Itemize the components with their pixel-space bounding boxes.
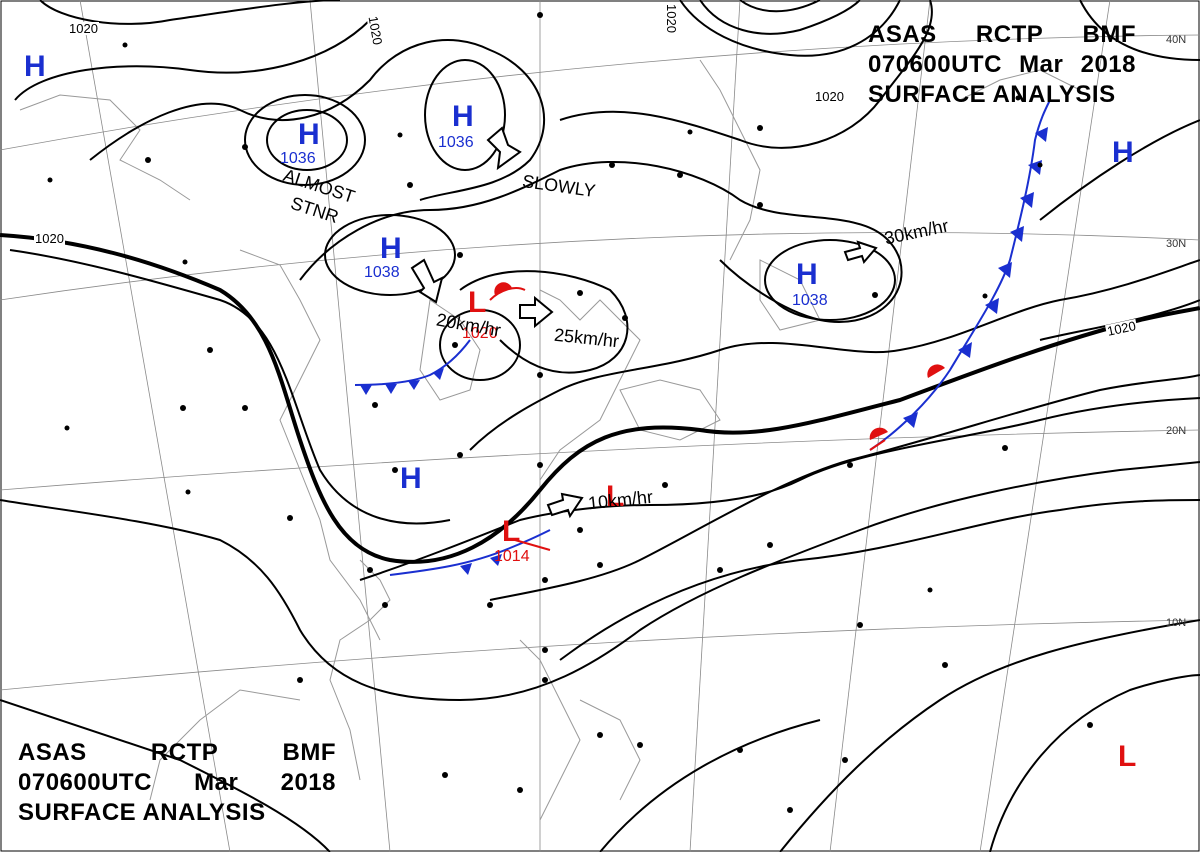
header-bottom-title: SURFACE ANALYSIS bbox=[18, 799, 266, 826]
station-plots bbox=[47, 12, 1093, 813]
warm-front-east bbox=[869, 364, 945, 451]
isobar bbox=[559, 499, 1200, 661]
isobar bbox=[266, 109, 348, 171]
movement-arrows bbox=[410, 126, 878, 519]
isobar bbox=[679, 0, 901, 57]
latitude-label: 30N bbox=[1166, 238, 1187, 250]
header-top-agency: ASAS bbox=[868, 21, 937, 48]
low-pressure-symbol: L bbox=[1118, 740, 1137, 773]
isobar bbox=[739, 0, 821, 13]
warm-front-central bbox=[489, 282, 526, 301]
header-bottom: ASAS RCTP BMF 070600UTC Mar 2018 SURFACE… bbox=[18, 738, 336, 828]
header-top-station: RCTP bbox=[975, 21, 1044, 48]
high-pressure-symbol: H bbox=[380, 232, 402, 265]
header-top-code: BMF bbox=[1082, 21, 1136, 48]
cold-front-west bbox=[354, 339, 471, 395]
isobar bbox=[469, 259, 1200, 451]
isobar bbox=[39, 0, 341, 25]
isobar bbox=[559, 0, 933, 149]
latitude-label: 10N bbox=[1166, 617, 1187, 629]
high-pressure-symbol: H bbox=[1112, 136, 1134, 169]
isobar-label: 1020 bbox=[814, 89, 845, 104]
isobar-label: 1020 bbox=[34, 231, 65, 246]
isobar-1020 bbox=[0, 233, 1200, 564]
low-pressure-value: 1020 bbox=[462, 325, 498, 342]
isobar bbox=[0, 461, 1200, 702]
header-top-title: SURFACE ANALYSIS bbox=[868, 81, 1116, 108]
isobar bbox=[779, 619, 1200, 852]
high-pressure-value: 1036 bbox=[438, 134, 474, 151]
isobar bbox=[9, 249, 451, 525]
coastlines bbox=[19, 59, 1081, 821]
low-pressure-value: 1014 bbox=[494, 548, 530, 565]
isobar-label: 1020 bbox=[68, 21, 99, 36]
isobar bbox=[699, 0, 861, 35]
low-pressure-symbol: L bbox=[606, 480, 625, 513]
isobar bbox=[244, 94, 366, 186]
header-top-time: 070600UTC bbox=[868, 51, 1002, 78]
isobar bbox=[989, 674, 1200, 852]
cold-front-south bbox=[389, 529, 551, 576]
isobar bbox=[324, 214, 456, 296]
header-top-month: Mar bbox=[1019, 51, 1064, 78]
isobar bbox=[459, 270, 629, 374]
isobar bbox=[1039, 119, 1200, 221]
header-top: ASAS RCTP BMF 070600UTC Mar 2018 SURFACE… bbox=[868, 20, 1136, 110]
isobar bbox=[359, 397, 1200, 581]
header-bottom-code: BMF bbox=[282, 739, 336, 766]
isobar bbox=[764, 239, 896, 321]
high-pressure-value: 1038 bbox=[364, 264, 400, 281]
isobar bbox=[14, 19, 371, 101]
warm-front-south bbox=[514, 539, 551, 551]
isobar bbox=[424, 59, 506, 171]
isobar bbox=[89, 39, 546, 201]
isobar-label: 1020 bbox=[663, 3, 679, 34]
header-bottom-month: Mar bbox=[194, 769, 239, 796]
header-bottom-agency: ASAS bbox=[18, 739, 87, 766]
isobar bbox=[0, 699, 331, 852]
isobar bbox=[299, 160, 903, 323]
isobar bbox=[599, 719, 821, 852]
header-bottom-station: RCTP bbox=[150, 739, 219, 766]
high-pressure-value: 1038 bbox=[792, 292, 828, 309]
latitude-label: 40N bbox=[1166, 34, 1187, 46]
high-pressure-symbol: H bbox=[452, 100, 474, 133]
low-pressure-symbol: L bbox=[468, 286, 487, 319]
isobar bbox=[489, 374, 1200, 601]
header-bottom-time: 070600UTC bbox=[18, 769, 152, 796]
cold-front-east bbox=[869, 99, 1051, 451]
header-bottom-year: 2018 bbox=[280, 769, 336, 796]
high-pressure-symbol: H bbox=[400, 462, 422, 495]
isobar bbox=[1079, 0, 1200, 61]
low-pressure-symbol: L bbox=[502, 515, 521, 548]
latitude-label: 20N bbox=[1166, 425, 1187, 437]
high-pressure-symbol: H bbox=[298, 118, 320, 151]
isobar bbox=[439, 309, 521, 381]
high-pressure-symbol: H bbox=[796, 258, 818, 291]
high-pressure-value: 1036 bbox=[280, 150, 316, 167]
header-top-year: 2018 bbox=[1080, 51, 1136, 78]
high-pressure-symbol: H bbox=[24, 50, 46, 83]
